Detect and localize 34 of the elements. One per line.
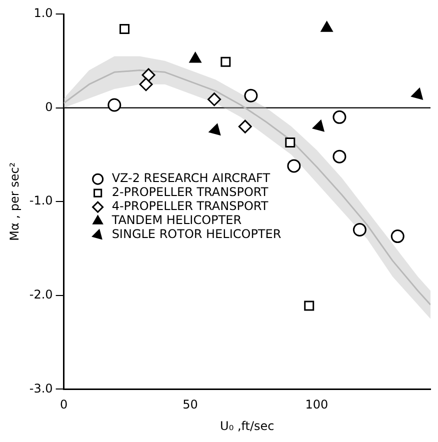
point (238, 120, 252, 134)
point (390, 230, 404, 244)
point (139, 78, 153, 92)
point (287, 159, 301, 173)
point (352, 222, 366, 236)
point (142, 68, 156, 82)
point (332, 150, 346, 164)
x-tick-label: 50 (182, 398, 198, 412)
y-tick-label: 0 (45, 100, 53, 114)
x-tick-label: 0 (60, 398, 68, 412)
y-tick-label: -3.0 (29, 381, 53, 396)
point (320, 21, 333, 32)
point (209, 124, 221, 136)
point (244, 88, 258, 102)
legend-label: SINGLE ROTOR HELICOPTER (112, 227, 282, 242)
point (208, 92, 222, 106)
point (332, 110, 346, 124)
point (312, 120, 324, 132)
point (285, 138, 296, 148)
x-tick-label: 100 (305, 398, 328, 412)
legend-label: 4-PROPELLER TRANSPORT (112, 199, 269, 214)
point (189, 52, 202, 63)
y-axis-title: Mα , per sec² (7, 162, 22, 241)
y-tick-label: 1.0 (34, 6, 53, 20)
legend-label: 2-PROPELLER TRANSPORT (112, 185, 269, 200)
y-tick-label: -2.0 (29, 288, 53, 302)
point (108, 98, 122, 112)
legend-label: VZ-2 RESEARCH AIRCRAFT (112, 171, 271, 186)
point (220, 56, 231, 67)
legend-label: TANDEM HELICOPTER (110, 213, 242, 228)
x-axis-title: U₀ ,ft/sec (220, 418, 274, 433)
y-tick-label: -1.0 (29, 194, 53, 208)
point (411, 88, 423, 100)
point (304, 300, 314, 311)
